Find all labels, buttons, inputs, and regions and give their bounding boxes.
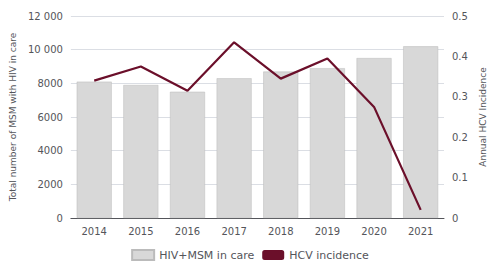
svg-text:2019: 2019 [315, 226, 340, 237]
svg-text:8000: 8000 [37, 78, 62, 89]
svg-text:HCV incidence: HCV incidence [289, 249, 369, 262]
svg-text:0.4: 0.4 [452, 51, 468, 62]
svg-text:2014: 2014 [81, 226, 106, 237]
svg-text:2018: 2018 [268, 226, 293, 237]
svg-text:12 000: 12 000 [28, 11, 63, 22]
svg-text:2021: 2021 [408, 226, 433, 237]
svg-text:2020: 2020 [361, 226, 386, 237]
svg-text:0.5: 0.5 [452, 11, 468, 22]
svg-text:4000: 4000 [37, 145, 62, 156]
svg-text:0: 0 [57, 213, 63, 224]
svg-text:2015: 2015 [128, 226, 153, 237]
svg-text:Annual HCV Incidence: Annual HCV Incidence [478, 67, 488, 167]
svg-text:2016: 2016 [175, 226, 200, 237]
svg-text:0.2: 0.2 [452, 132, 468, 143]
svg-text:6000: 6000 [37, 112, 62, 123]
svg-text:0.3: 0.3 [452, 91, 468, 102]
svg-text:0.1: 0.1 [452, 172, 468, 183]
svg-text:0: 0 [452, 213, 458, 224]
svg-text:HIV+MSM in care: HIV+MSM in care [159, 249, 254, 262]
svg-text:2017: 2017 [221, 226, 246, 237]
svg-text:Total number of MSM with HIV i: Total number of MSM with HIV in care [8, 32, 18, 202]
svg-text:2000: 2000 [37, 179, 62, 190]
svg-text:10 000: 10 000 [28, 44, 63, 55]
